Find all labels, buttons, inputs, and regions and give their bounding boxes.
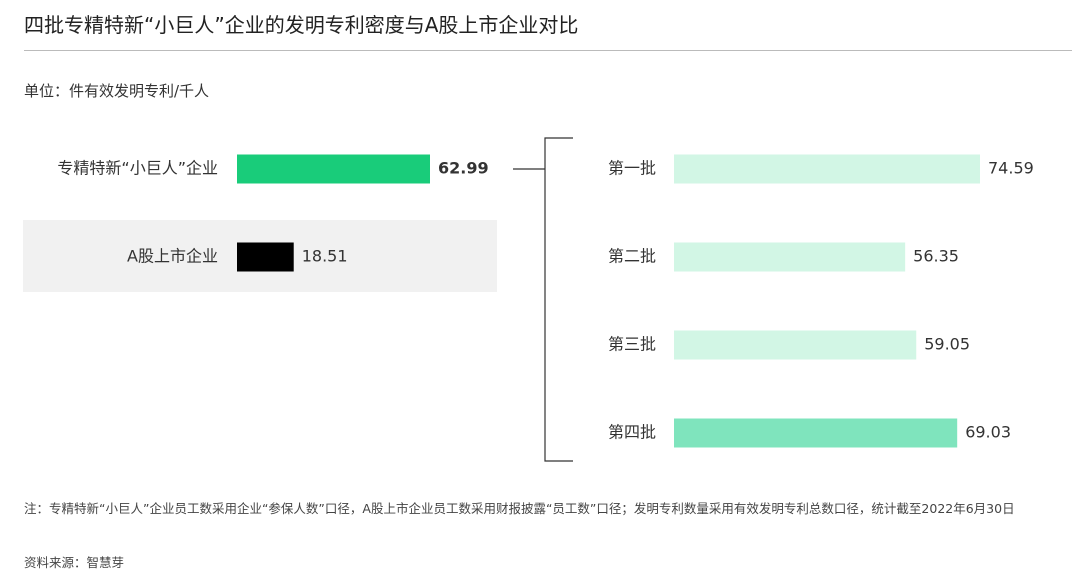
category-label: 第二批 <box>608 247 656 266</box>
category-label: 专精特新“小巨人”企业 <box>57 159 218 178</box>
title: 四批专精特新“小巨人”企业的发明专利密度与A股上市企业对比 <box>24 13 579 37</box>
category-label: 第三批 <box>608 335 656 354</box>
divider <box>24 50 1072 51</box>
value-label: 56.35 <box>913 247 959 266</box>
category-label: 第一批 <box>608 159 656 178</box>
source: 资料来源：智慧芽 <box>24 555 125 570</box>
bar <box>237 154 430 184</box>
bar <box>674 242 906 272</box>
bar <box>237 242 294 272</box>
bar <box>674 418 958 448</box>
value-label: 74.59 <box>988 159 1034 178</box>
chart: 专精特新“小巨人”企业 62.99 A股上市企业 18.51 第一批 74.59 第二批 56… <box>23 137 1034 462</box>
value-label: 62.99 <box>438 159 489 178</box>
note: 注：专精特新“小巨人”企业员工数采用企业“参保人数”口径，A股上市企业员工数采用… <box>24 501 1015 516</box>
bar <box>674 330 917 360</box>
value-label: 18.51 <box>302 247 348 266</box>
bar <box>674 154 980 184</box>
value-label: 59.05 <box>924 335 970 354</box>
bracket <box>513 137 573 462</box>
category-label: A股上市企业 <box>127 247 218 266</box>
value-label: 69.03 <box>965 423 1011 442</box>
category-label: 第四批 <box>608 423 656 442</box>
unit: 单位：件有效发明专利/千人 <box>24 82 210 100</box>
